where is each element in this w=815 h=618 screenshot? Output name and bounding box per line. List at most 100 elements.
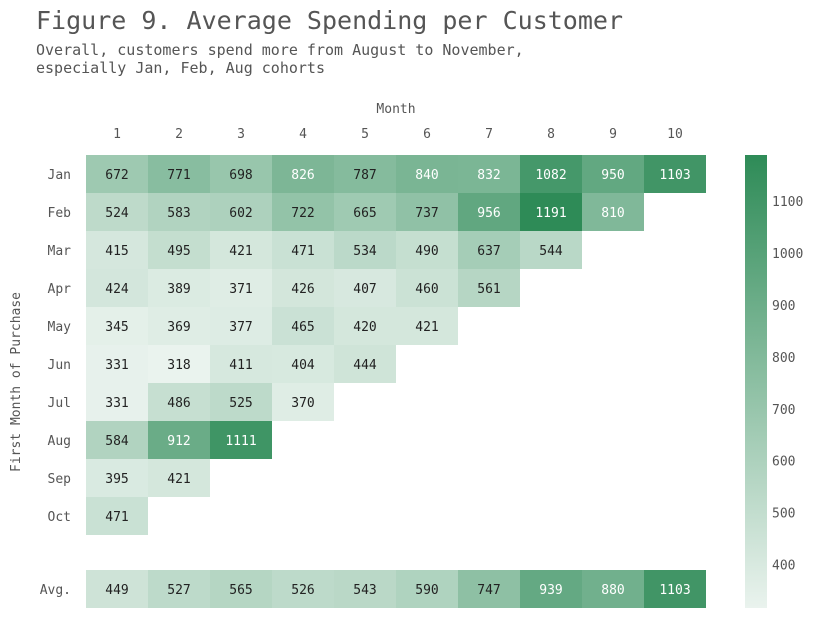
heatmap-cell xyxy=(396,155,458,193)
cell-value-label: 471 xyxy=(105,510,128,525)
heatmap-cell xyxy=(86,421,148,459)
cell-value-label: 460 xyxy=(415,282,438,297)
avg-cell xyxy=(582,570,644,608)
cell-value-label: 377 xyxy=(229,320,252,335)
heatmap-cell xyxy=(334,193,396,231)
cell-value-label: 370 xyxy=(291,396,314,411)
heatmap-cell xyxy=(86,459,148,497)
heatmap-cell xyxy=(148,231,210,269)
heatmap-cell xyxy=(148,383,210,421)
avg-cell-value-label: 939 xyxy=(539,583,562,598)
chart-subtitle: Overall, customers spend more from Augus… xyxy=(36,41,656,77)
heatmap-cell xyxy=(210,155,272,193)
heatmap-cell xyxy=(210,307,272,345)
cell-value-label: 421 xyxy=(415,320,438,335)
heatmap-cell xyxy=(272,383,334,421)
heatmap-cell xyxy=(458,231,520,269)
avg-cell-value-label: 1103 xyxy=(659,583,690,598)
cell-value-label: 637 xyxy=(477,244,500,259)
x-tick-label: 1 xyxy=(113,127,121,142)
avg-cell-value-label: 565 xyxy=(229,583,252,598)
cell-value-label: 426 xyxy=(291,282,314,297)
cell-value-label: 421 xyxy=(167,472,190,487)
heatmap-cell xyxy=(272,345,334,383)
cell-value-label: 495 xyxy=(167,244,190,259)
y-tick-label: Sep xyxy=(48,472,72,487)
cell-value-label: 395 xyxy=(105,472,128,487)
cell-value-label: 787 xyxy=(353,168,376,183)
cell-value-label: 584 xyxy=(105,434,129,449)
cell-value-label: 1191 xyxy=(535,206,566,221)
heatmap-cell xyxy=(458,155,520,193)
cell-value-label: 737 xyxy=(415,206,438,221)
heatmap-cell xyxy=(86,307,148,345)
cell-value-label: 602 xyxy=(229,206,252,221)
heatmap-cell xyxy=(582,155,644,193)
heatmap-cell xyxy=(210,421,272,459)
cell-value-label: 1103 xyxy=(659,168,690,183)
heatmap-cell xyxy=(334,231,396,269)
heatmap-cell xyxy=(210,231,272,269)
avg-row-label: Avg. xyxy=(40,583,71,598)
cell-value-label: 331 xyxy=(105,358,128,373)
avg-cell-value-label: 449 xyxy=(105,583,128,598)
cell-value-label: 424 xyxy=(105,282,129,297)
heatmap-cell xyxy=(148,193,210,231)
heatmap-cell xyxy=(210,193,272,231)
avg-cell xyxy=(210,570,272,608)
cell-value-label: 389 xyxy=(167,282,190,297)
x-tick-label: 8 xyxy=(547,127,555,142)
cell-value-label: 534 xyxy=(353,244,377,259)
heatmap-cell xyxy=(520,155,582,193)
cell-value-label: 950 xyxy=(601,168,624,183)
heatmap-cell xyxy=(396,231,458,269)
heatmap-cell xyxy=(210,345,272,383)
heatmap-cell xyxy=(86,497,148,535)
chart-title: Figure 9. Average Spending per Customer xyxy=(36,6,623,35)
cell-value-label: 490 xyxy=(415,244,438,259)
cell-value-label: 421 xyxy=(229,244,252,259)
y-tick-label: Feb xyxy=(48,206,72,221)
x-tick-label: 3 xyxy=(237,127,245,142)
avg-cell-value-label: 526 xyxy=(291,583,314,598)
colorbar-tick-label: 600 xyxy=(772,455,795,470)
x-tick-label: 2 xyxy=(175,127,183,142)
cell-value-label: 404 xyxy=(291,358,315,373)
cell-value-label: 665 xyxy=(353,206,376,221)
cell-value-label: 486 xyxy=(167,396,190,411)
heatmap-cell xyxy=(334,345,396,383)
cell-value-label: 722 xyxy=(291,206,314,221)
heatmap-cell xyxy=(520,231,582,269)
cell-value-label: 826 xyxy=(291,168,314,183)
y-tick-label: May xyxy=(48,320,72,335)
colorbar-tick-label: 1100 xyxy=(772,195,803,210)
avg-cell-value-label: 527 xyxy=(167,583,190,598)
avg-cell xyxy=(148,570,210,608)
subtitle-line-1: Overall, customers spend more from Augus… xyxy=(36,41,524,59)
heatmap-cell xyxy=(334,269,396,307)
x-axis-label: Month xyxy=(376,102,415,117)
heatmap-cell xyxy=(458,269,520,307)
x-tick-label: 5 xyxy=(361,127,369,142)
heatmap-cell xyxy=(148,421,210,459)
cell-value-label: 912 xyxy=(167,434,190,449)
colorbar-tick-label: 500 xyxy=(772,507,795,522)
heatmap-cell xyxy=(272,155,334,193)
x-tick-label: 10 xyxy=(667,127,683,142)
heatmap-cell xyxy=(272,231,334,269)
cell-value-label: 1111 xyxy=(225,434,256,449)
cell-value-label: 411 xyxy=(229,358,252,373)
colorbar xyxy=(745,155,767,608)
cell-value-label: 832 xyxy=(477,168,500,183)
heatmap-cell xyxy=(644,155,706,193)
cell-value-label: 407 xyxy=(353,282,376,297)
avg-cell xyxy=(272,570,334,608)
x-tick-label: 6 xyxy=(423,127,431,142)
heatmap-cell xyxy=(334,155,396,193)
heatmap-cell xyxy=(272,307,334,345)
x-tick-label: 4 xyxy=(299,127,307,142)
heatmap-cell xyxy=(582,193,644,231)
avg-cell xyxy=(520,570,582,608)
cell-value-label: 371 xyxy=(229,282,252,297)
